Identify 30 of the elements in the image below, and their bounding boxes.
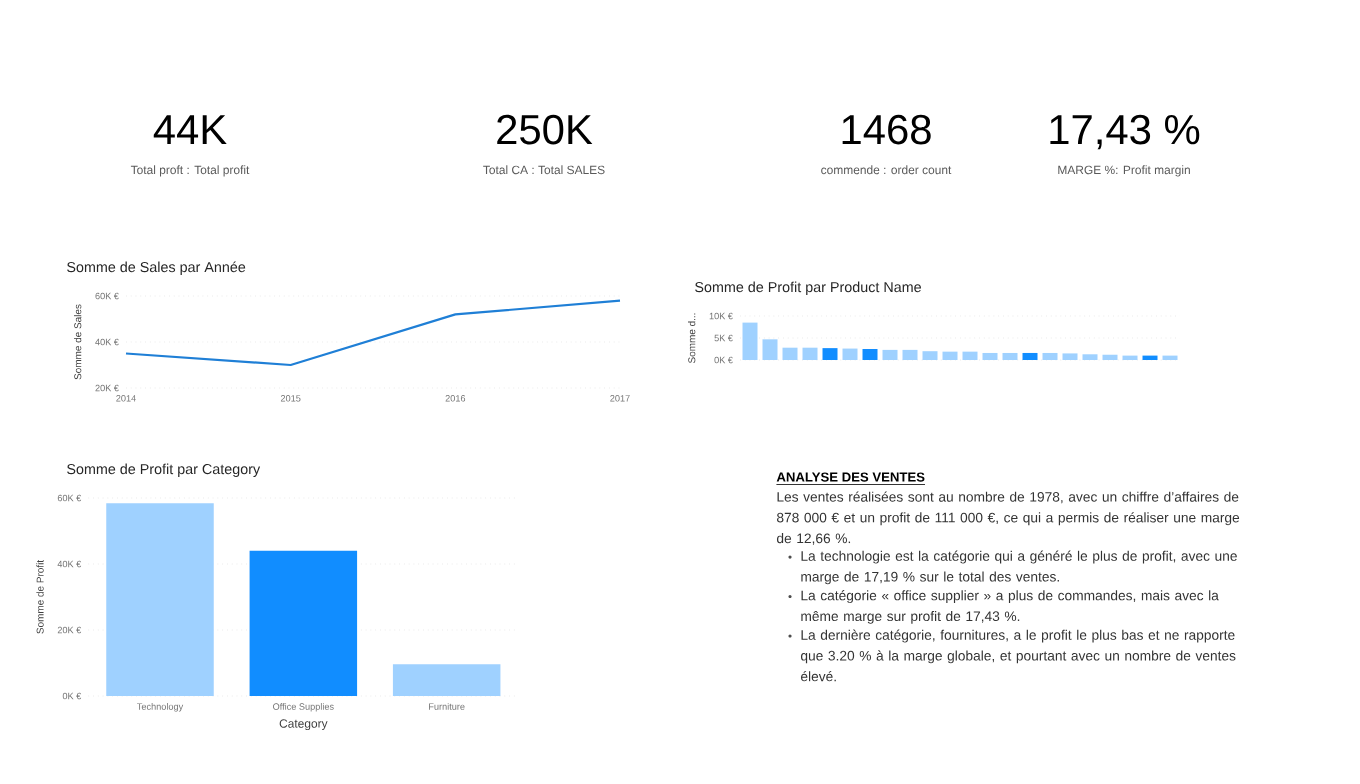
bar xyxy=(1122,355,1138,361)
bar xyxy=(782,347,798,361)
line-series xyxy=(124,299,622,367)
bar xyxy=(982,352,998,361)
bar xyxy=(862,349,878,361)
bar xyxy=(392,664,501,697)
bar xyxy=(1062,353,1078,361)
bar xyxy=(842,348,858,361)
bar xyxy=(902,349,918,361)
bar xyxy=(802,347,818,361)
bar xyxy=(882,349,898,361)
bar xyxy=(942,351,958,361)
bar xyxy=(1042,352,1058,361)
bar xyxy=(1142,355,1158,361)
bar xyxy=(962,351,978,361)
text: 44K xyxy=(153,115,227,144)
bar xyxy=(742,322,758,361)
bar xyxy=(1082,354,1098,361)
bar xyxy=(249,550,358,697)
text: 250K xyxy=(497,114,593,145)
bar xyxy=(106,503,214,697)
text: 17,43 % xyxy=(1050,114,1200,150)
bar xyxy=(1102,354,1118,361)
bar xyxy=(822,348,838,361)
bar xyxy=(1002,352,1018,361)
text: 1468 xyxy=(842,114,931,145)
bar xyxy=(1162,355,1178,361)
bar xyxy=(922,351,938,361)
bar xyxy=(1022,352,1038,361)
bar xyxy=(762,339,778,361)
